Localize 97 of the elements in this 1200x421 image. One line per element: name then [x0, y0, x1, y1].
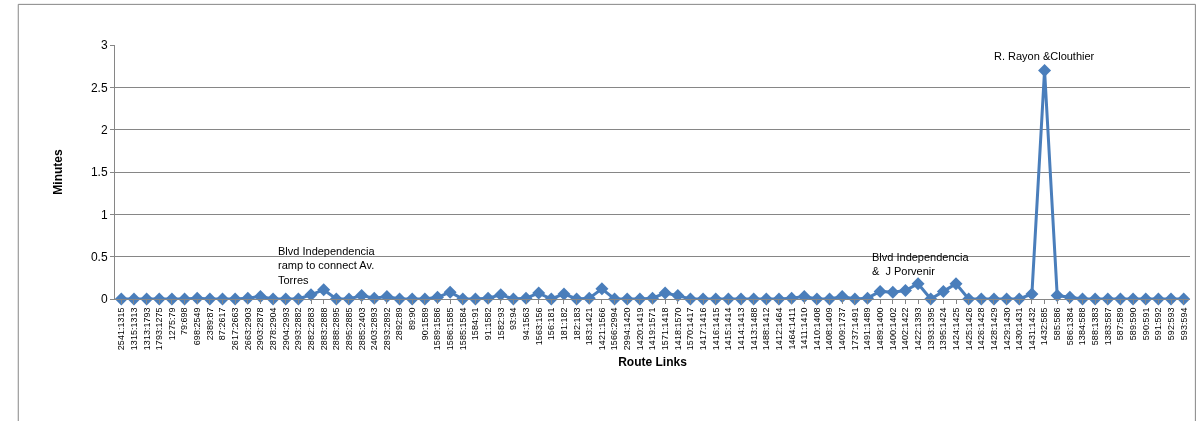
x-tick-label: 2663:2903 — [242, 307, 253, 351]
x-tick-label: 590:591 — [1140, 307, 1151, 341]
x-tick-label: 1570:1417 — [685, 307, 696, 351]
x-tick-label: 588:1383 — [1090, 307, 1101, 346]
y-tick-label: 0 — [100, 292, 108, 307]
y-tick-label: 1.5 — [90, 165, 108, 180]
x-tick-label: 2403:2893 — [369, 307, 380, 351]
x-tick-label: 182:183 — [571, 307, 582, 341]
x-tick-label: 1571:1418 — [660, 307, 671, 351]
x-tick-label: 1586:1585 — [445, 307, 456, 351]
x-tick-label: 1414:1413 — [735, 307, 746, 351]
x-tick-label: 589:590 — [1128, 307, 1139, 341]
x-tick-label: 1384:588 — [1077, 307, 1088, 346]
annotation: Blvd Independencia ramp to connect Av. Torres — [278, 245, 376, 286]
x-tick-label: 1420:1419 — [634, 307, 645, 351]
x-tick-label: 1410:1408 — [811, 307, 822, 351]
x-tick-label: 1313:1793 — [141, 307, 152, 351]
x-tick-label: 1432:585 — [1039, 307, 1050, 346]
x-tick-label: 1426:1428 — [976, 307, 987, 351]
x-tick-label: 1275:79 — [166, 307, 177, 341]
x-tick-label: 91:1582 — [483, 307, 494, 341]
x-tick-label: 2617:2663 — [230, 307, 241, 351]
annotation: Blvd Independencia & J Porvenir — [872, 251, 970, 278]
x-tick-label: 1425:1426 — [963, 307, 974, 351]
x-tick-label: 79:698 — [179, 307, 190, 336]
x-tick-label: 1419:1571 — [647, 307, 658, 351]
x-tick-label: 1589:1586 — [432, 307, 443, 351]
x-tick-label: 1563:156 — [533, 307, 544, 346]
x-tick-label: 698:2549 — [192, 307, 203, 346]
x-tick-label: 1491:1489 — [862, 307, 873, 351]
x-tick-label: 2883:2888 — [318, 307, 329, 351]
x-tick-label: 1566:2994 — [609, 307, 620, 351]
x-tick-label: 1412:1464 — [773, 307, 784, 351]
x-tick-label: 1489:1400 — [875, 307, 886, 351]
x-tick-label: 181:182 — [558, 307, 569, 341]
x-tick-label: 1315:1313 — [128, 307, 139, 351]
x-tick-label: 2882:2883 — [305, 307, 316, 351]
x-tick-label: 593:594 — [1178, 307, 1189, 341]
x-tick-label: 1408:1409 — [824, 307, 835, 351]
x-tick-label: 1582:93 — [495, 307, 506, 341]
x-tick-label: 90:1589 — [419, 307, 430, 341]
x-tick-label: 94:1563 — [520, 307, 531, 341]
x-tick-label: 592:593 — [1165, 307, 1176, 341]
x-tick-label: 2895:2885 — [343, 307, 354, 351]
x-tick-label: 89:90 — [407, 307, 418, 331]
x-tick-label: 1429:1430 — [1001, 307, 1012, 351]
x-tick-label: 1411:1410 — [799, 307, 810, 350]
x-tick-label: 1793:1275 — [154, 307, 165, 351]
x-tick-label: 2878:2904 — [268, 307, 279, 351]
x-tick-label: 1464:1411 — [786, 307, 797, 350]
x-tick-label: 1415:1414 — [723, 307, 734, 351]
x-tick-label: 156:181 — [546, 307, 557, 341]
x-tick-label: 1416:1415 — [710, 307, 721, 351]
x-tick-label: 1400:1402 — [887, 307, 898, 351]
x-tick-label: 1585:1584 — [457, 307, 468, 351]
x-tick-label: 1424:1425 — [950, 307, 961, 351]
x-tick-label: 1488:1412 — [761, 307, 772, 351]
x-tick-label: 183:1421 — [584, 307, 595, 346]
x-tick-label: 1428:1429 — [988, 307, 999, 351]
x-tick-label: 1421:1566 — [596, 307, 607, 351]
x-axis-title: Route Links — [618, 355, 688, 370]
y-tick-label: 2 — [100, 122, 108, 137]
x-tick-label: 591:592 — [1153, 307, 1164, 341]
x-tick-label: 93:94 — [508, 307, 519, 331]
x-tick-label: 2903:2878 — [255, 307, 266, 351]
x-tick-label: 1422:1393 — [913, 307, 924, 351]
x-tick-label: 2893:2892 — [381, 307, 392, 351]
x-tick-label: 585:586 — [1052, 307, 1063, 341]
x-tick-label: 1409:1737 — [837, 307, 848, 351]
x-tick-label: 2892:89 — [394, 307, 405, 341]
x-tick-label: 87:2617 — [217, 307, 228, 341]
annotation: R. Rayon &Clouthier — [994, 50, 1095, 62]
y-tick-label: 1 — [100, 207, 108, 222]
x-tick-label: 587:589 — [1115, 307, 1126, 341]
y-tick-label: 2.5 — [90, 80, 108, 95]
y-axis-title: Minutes — [51, 149, 66, 195]
x-tick-label: 1402:1422 — [900, 307, 911, 351]
y-tick-label: 0.5 — [90, 249, 108, 264]
x-tick-label: 2994:1420 — [622, 307, 633, 351]
y-tick-label: 3 — [100, 38, 108, 53]
x-tick-label: 2993:2882 — [293, 307, 304, 351]
x-tick-label: 1418:1570 — [672, 307, 683, 351]
x-tick-label: 2904:2993 — [280, 307, 291, 351]
x-tick-label: 1431:1432 — [1026, 307, 1037, 351]
x-tick-label: 586:1384 — [1064, 307, 1075, 346]
x-tick-label: 2885:2403 — [356, 307, 367, 351]
x-tick-label: 2389:87 — [204, 307, 215, 341]
x-tick-label: 2888:2895 — [331, 307, 342, 351]
x-tick-label: 2541:1315 — [116, 307, 127, 351]
x-tick-label: 1395:1424 — [938, 307, 949, 351]
x-tick-label: 1737:1491 — [849, 307, 860, 351]
x-tick-label: 1413:1488 — [748, 307, 759, 351]
x-tick-label: 1430:1431 — [1014, 307, 1025, 351]
x-tick-label: 1584:91 — [470, 307, 481, 341]
x-tick-label: 1393:1395 — [925, 307, 936, 351]
x-tick-label: 1417:1416 — [698, 307, 709, 351]
x-tick-label: 1383:587 — [1102, 307, 1113, 346]
